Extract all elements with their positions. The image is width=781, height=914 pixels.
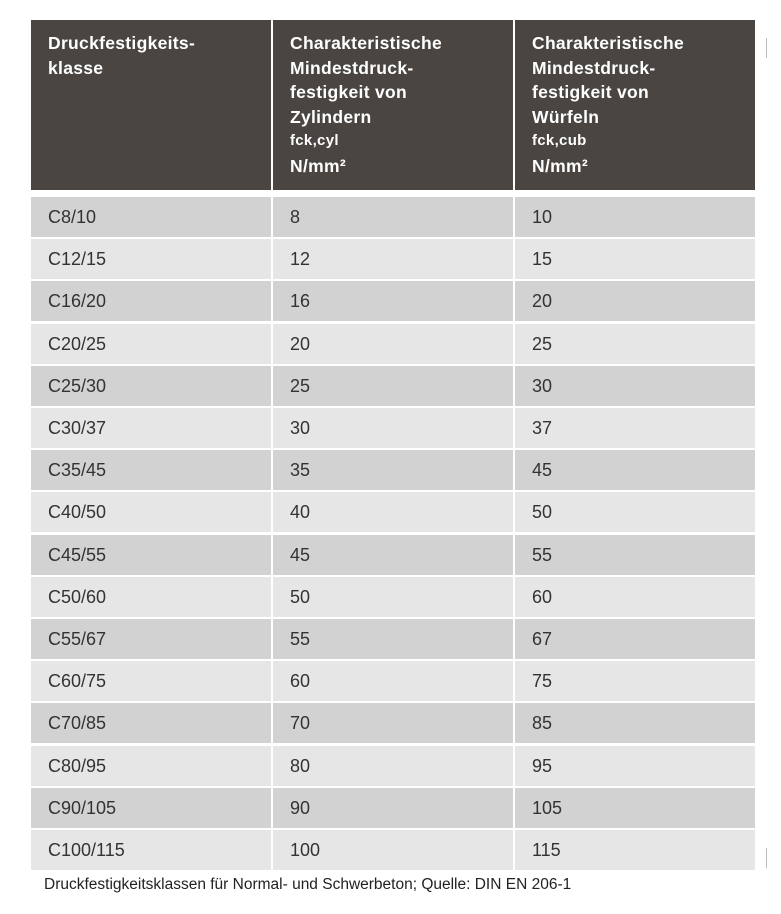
- header-text: Würfeln: [532, 106, 600, 127]
- table-cell: 15: [515, 239, 755, 280]
- header-text: fck,cub: [532, 132, 587, 149]
- table-cell: 60: [515, 576, 755, 617]
- header-text: Zylindern: [290, 106, 372, 127]
- crop-mark: [766, 848, 767, 868]
- table-cell: 80: [273, 745, 513, 786]
- table-cell: 25: [515, 323, 755, 364]
- header-text: N/mm²: [532, 155, 588, 176]
- header-text: Charakteristische: [532, 33, 684, 53]
- header-cell: Charakteristische Mindestdruck-festigkeit…: [273, 20, 513, 190]
- table-cell: 105: [515, 787, 755, 828]
- header-text: fck,cyl: [290, 132, 339, 149]
- table-cell: 115: [515, 830, 755, 870]
- header-text: Mindestdruck-: [290, 57, 414, 78]
- table-cell: 67: [515, 619, 755, 659]
- table-cell: 12: [273, 239, 513, 280]
- crop-mark: [766, 38, 767, 58]
- table-cell: 55: [515, 534, 755, 575]
- table-cell: C40/50: [31, 492, 271, 533]
- table-cell: C45/55: [31, 534, 271, 575]
- header-cell: Charakteristische Mindestdruck-festigkeit…: [515, 20, 755, 190]
- header-text: festigkeit von: [290, 82, 408, 102]
- table-cell: C12/15: [31, 239, 271, 280]
- table-cell: 35: [273, 450, 513, 491]
- table-cell: C25/30: [31, 365, 271, 406]
- table-cell: C30/37: [31, 408, 271, 448]
- table-cell: C90/105: [31, 787, 271, 828]
- table-cell: C16/20: [31, 281, 271, 322]
- table-cell: 90: [273, 787, 513, 828]
- header-cell: Druckfestigkeits-klasse: [31, 20, 271, 190]
- table-cell: C80/95: [31, 745, 271, 786]
- table-cell: 8: [273, 197, 513, 237]
- table-cell: 45: [273, 534, 513, 575]
- table-cell: 20: [515, 281, 755, 322]
- caption: Druckfestigkeitsklassen für Normal- und …: [44, 876, 572, 893]
- header-text: Druckfestigkeits-: [48, 33, 196, 53]
- table-cell: 10: [515, 197, 755, 237]
- table-cell: 55: [273, 619, 513, 659]
- header-text: klasse: [48, 57, 104, 78]
- table-cell: 85: [515, 703, 755, 744]
- table-cell: 20: [273, 323, 513, 364]
- table-cell: 60: [273, 661, 513, 702]
- header-text: Charakteristische: [290, 33, 442, 53]
- table-cell: C50/60: [31, 576, 271, 617]
- table-cell: 40: [273, 492, 513, 533]
- table-cell: 75: [515, 661, 755, 702]
- table-cell: C60/75: [31, 661, 271, 702]
- table-cell: 30: [273, 408, 513, 448]
- table-cell: C100/115: [31, 830, 271, 870]
- table-cell: 37: [515, 408, 755, 448]
- table-cell: 16: [273, 281, 513, 322]
- table-cell: C20/25: [31, 323, 271, 364]
- table-cell: 25: [273, 365, 513, 406]
- header-text: N/mm²: [290, 155, 346, 176]
- table-cell: C55/67: [31, 619, 271, 659]
- table-cell: 50: [515, 492, 755, 533]
- table-cell: 70: [273, 703, 513, 744]
- table-cell: C35/45: [31, 450, 271, 491]
- table-cell: C8/10: [31, 197, 271, 237]
- header-text: festigkeit von: [532, 82, 650, 102]
- table-cell: 50: [273, 576, 513, 617]
- table-cell: 95: [515, 745, 755, 786]
- header-text: Mindestdruck-: [532, 57, 656, 78]
- table-cell: 45: [515, 450, 755, 491]
- table-cell: 30: [515, 365, 755, 406]
- table-cell: 100: [273, 830, 513, 870]
- table-cell: C70/85: [31, 703, 271, 744]
